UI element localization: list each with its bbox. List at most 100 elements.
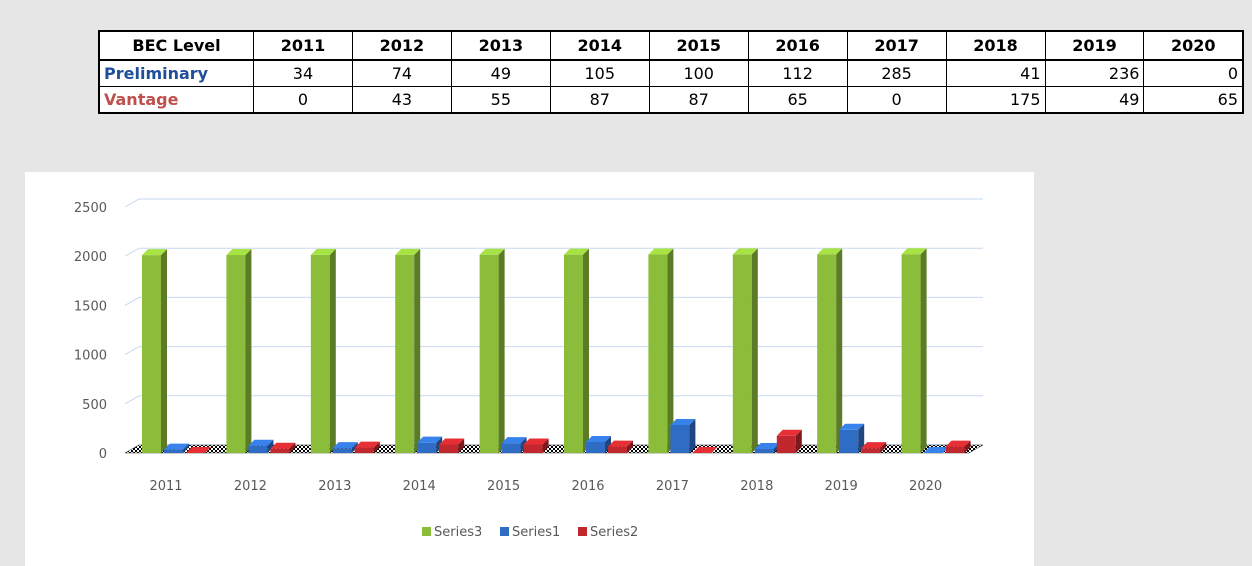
- legend-label: Series2: [590, 525, 638, 540]
- bar-top: [839, 423, 865, 430]
- bar-series2-2011: [186, 447, 211, 453]
- bar-top: [608, 440, 633, 447]
- table-year-header: 2013: [450, 30, 551, 61]
- bar-front: [501, 443, 521, 453]
- x-tick-label: 2012: [234, 479, 267, 494]
- bar-top: [248, 439, 274, 446]
- bar-side: [920, 248, 927, 453]
- y-tick-label: 2000: [74, 250, 107, 265]
- y-tick-label: 1000: [74, 349, 107, 364]
- bar-series3-2017: [648, 248, 674, 453]
- bar-top: [270, 442, 296, 449]
- bar-front: [817, 254, 837, 453]
- legend-item: Series1: [500, 525, 560, 540]
- bar-series1-2020: [923, 447, 949, 453]
- bar-series3-2014: [395, 248, 421, 453]
- bar-top: [923, 447, 949, 453]
- bar-top: [310, 248, 336, 255]
- bar-front: [945, 446, 965, 453]
- bar-front: [310, 254, 330, 453]
- bar-series1-2011: [164, 443, 189, 453]
- bar-side: [542, 438, 549, 453]
- bar-top: [439, 438, 465, 445]
- bar-front: [164, 449, 183, 453]
- bar-top: [523, 438, 549, 445]
- bar-series2-2013: [354, 441, 380, 453]
- table-cell: 41: [945, 59, 1046, 87]
- bar-top: [670, 418, 696, 425]
- bar-series3-2019: [817, 248, 843, 453]
- bar-side: [836, 248, 843, 453]
- table-cell: 87: [549, 86, 650, 114]
- gridline: [124, 346, 983, 356]
- bar-series1-2012: [248, 439, 274, 453]
- bar-series2-2020: [945, 440, 971, 453]
- bar-front: [564, 254, 583, 453]
- bar-front: [732, 254, 752, 453]
- bar-top: [501, 437, 527, 444]
- bar-top: [817, 248, 843, 255]
- x-tick-label: 2019: [825, 479, 858, 494]
- bar-front: [586, 441, 605, 453]
- bar-top: [479, 248, 505, 255]
- bar-top: [332, 442, 358, 449]
- bar-front: [670, 424, 690, 453]
- bar-side: [627, 440, 633, 453]
- legend-swatch: [500, 527, 509, 536]
- bar-front: [479, 254, 499, 453]
- x-tick-label: 2017: [656, 479, 689, 494]
- bar-series1-2016: [586, 435, 611, 453]
- bar-series2-2019: [861, 442, 887, 453]
- bar-top: [648, 248, 674, 255]
- bar-front: [754, 448, 774, 453]
- bar-side: [498, 248, 505, 453]
- bar-front: [354, 447, 374, 453]
- legend-label: Series3: [434, 525, 482, 540]
- bar-top: [732, 248, 758, 255]
- bar-side: [667, 248, 674, 453]
- legend: Series3 Series1 Series2: [422, 525, 638, 540]
- bar-top: [395, 248, 421, 255]
- bar-top: [945, 440, 971, 447]
- bar-front: [417, 442, 437, 453]
- table-year-header: 2016: [747, 30, 848, 61]
- bar-series3-2018: [732, 248, 758, 453]
- bar-side: [751, 248, 758, 453]
- table-year-header: 2019: [1044, 30, 1145, 61]
- y-tick-label: 0: [99, 447, 107, 462]
- table-cell: 55: [450, 86, 551, 114]
- data-table: BEC Level 2011 2012 2013 2014 2015 2016 …: [98, 30, 1244, 114]
- bar-series2-2016: [608, 440, 633, 453]
- x-tick-label: 2015: [487, 479, 520, 494]
- bar-side: [795, 429, 802, 453]
- table-cell: 100: [648, 59, 749, 87]
- bar-series1-2019: [839, 423, 865, 453]
- table-cell: 65: [747, 86, 848, 114]
- bar-side: [161, 249, 167, 453]
- y-tick-label: 1500: [74, 299, 107, 314]
- x-tick-label: 2016: [571, 479, 604, 494]
- table-cell: 175: [945, 86, 1046, 114]
- x-tick-label: 2013: [318, 479, 351, 494]
- bar-top: [564, 248, 589, 255]
- x-tick-label: 2011: [149, 479, 182, 494]
- table-year-header: 2014: [549, 30, 650, 61]
- bar-series1-2014: [417, 436, 443, 453]
- bar-top: [186, 447, 211, 453]
- bar-side: [373, 441, 380, 453]
- bar-series3-2013: [310, 248, 336, 453]
- bar-top: [901, 248, 927, 255]
- bar-series1-2015: [501, 437, 527, 453]
- legend-swatch: [422, 527, 431, 536]
- bar-series2-2015: [523, 438, 549, 453]
- bar-front: [395, 254, 415, 453]
- bar-front: [523, 444, 543, 453]
- bar-top: [226, 249, 252, 256]
- table-cell: 74: [351, 59, 452, 87]
- y-tick-label: 2500: [74, 201, 107, 216]
- bar-top: [754, 442, 780, 449]
- gridline: [124, 198, 983, 208]
- x-tick-label: 2020: [909, 479, 942, 494]
- table-header-row: BEC Level 2011 2012 2013 2014 2015 2016 …: [98, 30, 1244, 61]
- bar-side: [289, 442, 296, 453]
